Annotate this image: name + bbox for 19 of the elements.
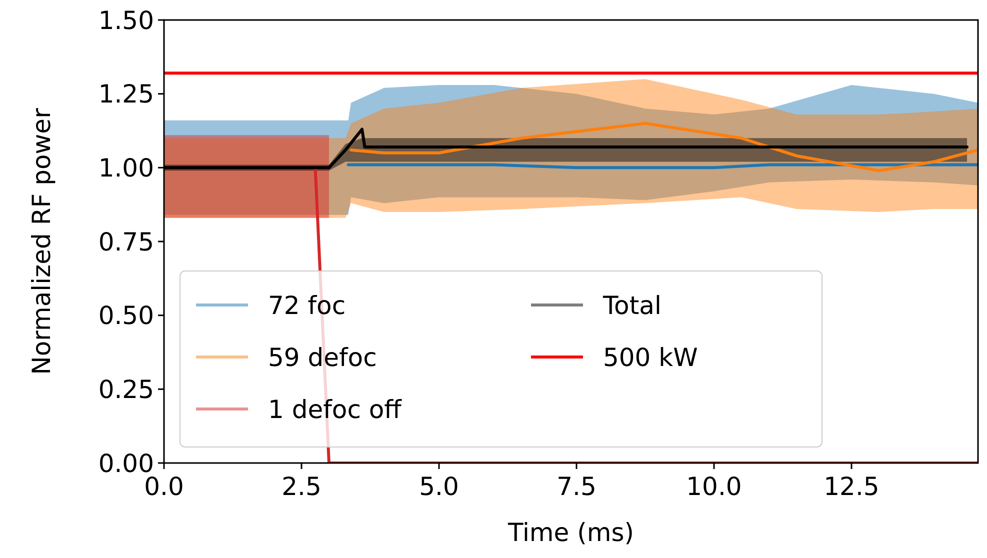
y-tick-label: 0.75 (98, 227, 154, 256)
legend-label: 59 defoc (268, 342, 377, 372)
legend-label: 1 defoc off (268, 394, 402, 424)
y-tick-label: 0.50 (98, 301, 154, 330)
x-tick-label: 10.0 (686, 472, 742, 501)
legend-label: 500 kW (603, 342, 698, 372)
y-tick-label: 0.25 (98, 374, 154, 404)
x-axis-title: Time (ms) (506, 518, 634, 547)
y-axis-title: Normalized RF power (27, 107, 56, 375)
y-tick-label: 1.50 (98, 6, 154, 35)
x-tick-label: 2.5 (282, 472, 322, 501)
x-tick-label: 12.5 (824, 472, 880, 501)
y-tick-label: 1.25 (98, 80, 154, 109)
x-tick-label: 5.0 (419, 472, 459, 501)
x-tick-label: 7.5 (556, 472, 596, 501)
legend-label: Total (602, 290, 662, 320)
legend-label: 72 foc (268, 290, 346, 320)
y-tick-label: 1.00 (98, 153, 154, 182)
line-series (350, 122, 978, 172)
